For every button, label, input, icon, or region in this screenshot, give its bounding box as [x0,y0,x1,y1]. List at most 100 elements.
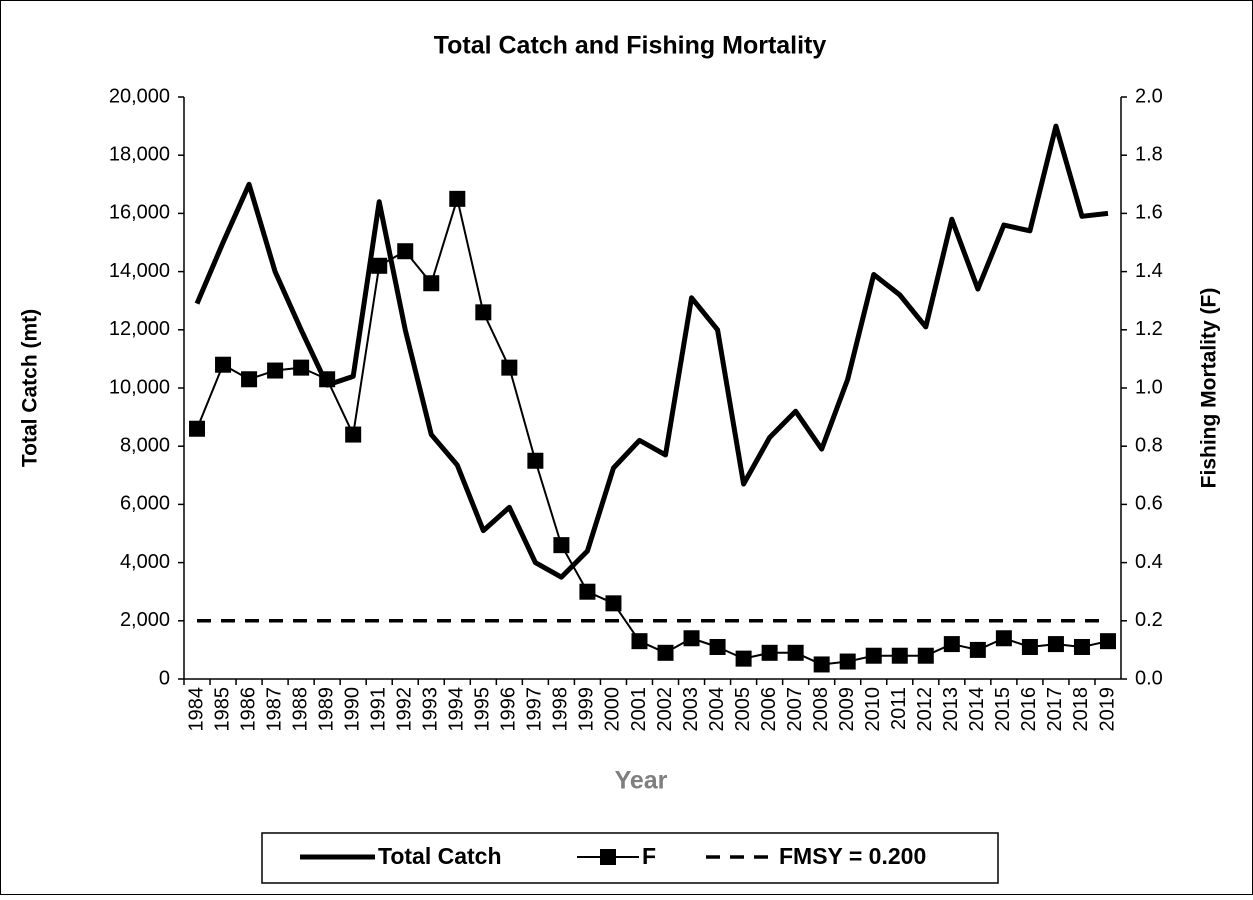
x-tick-label: 2004 [706,687,728,732]
point-marker [267,362,284,379]
x-tick-label: 1986 [237,687,259,732]
y-tick-label: 12,000 [109,318,170,340]
point-marker [215,356,232,373]
point-marker [657,644,674,661]
y2-tick-label: 0.6 [1135,493,1163,515]
x-tick-label: 2014 [966,687,988,732]
point-marker [319,371,336,388]
x-tick-label: 2017 [1044,687,1066,732]
legend-label: Total Catch [378,843,502,869]
point-marker [1073,638,1090,655]
legend-label: F [642,843,656,869]
point-marker [501,359,518,376]
point-marker [449,190,466,207]
y-tick-label: 0 [159,667,170,689]
y2-tick-label: 1.0 [1135,376,1163,398]
point-marker [423,275,440,292]
x-tick-label: 1992 [394,687,416,732]
point-marker [527,452,544,469]
point-marker [891,647,908,664]
point-marker [189,420,206,437]
x-tick-label: 2001 [628,687,650,732]
y2-tick-label: 0.2 [1135,609,1163,631]
y-tick-label: 20,000 [109,85,170,107]
y-tick-label: 4,000 [120,551,170,573]
point-marker [553,537,570,554]
chart-title: Total Catch and Fishing Mortality [434,32,827,60]
y2-tick-label: 1.8 [1135,143,1163,165]
x-tick-label: 2009 [836,687,858,732]
y2-tick-label: 1.6 [1135,202,1163,224]
point-marker [631,633,648,650]
point-marker [709,638,726,655]
x-tick-label: 2011 [888,687,910,730]
y-tick-label: 14,000 [109,260,170,282]
x-tick-label: 2018 [1070,687,1092,732]
point-marker [813,656,830,673]
x-tick-label: 2003 [680,687,702,732]
x-axis-title: Year [615,767,668,795]
x-tick-label: 2000 [602,687,624,732]
x-tick-label: 1990 [341,687,363,732]
x-tick-label: 2005 [732,687,754,732]
y2-tick-label: 0.8 [1135,434,1163,456]
point-marker [241,371,258,388]
point-marker [735,650,752,667]
point-marker [1099,633,1116,650]
x-tick-label: 1988 [289,687,311,732]
y2-tick-label: 1.4 [1135,260,1163,282]
x-tick-label: 2012 [914,687,936,732]
x-tick-label: 1991 [367,687,389,732]
y-tick-label: 10,000 [109,376,170,398]
x-tick-label: 1993 [420,687,442,732]
y-tick-label: 2,000 [120,609,170,631]
legend-label: FMSY = 0.200 [779,843,926,869]
x-tick-label: 1999 [576,687,598,732]
point-marker [683,630,700,647]
y2-tick-label: 0.0 [1135,667,1163,689]
x-tick-label: 2016 [1018,687,1040,732]
x-tick-label: 1985 [211,687,233,732]
legend-marker [600,849,616,865]
y-tick-label: 6,000 [120,493,170,515]
point-marker [787,644,804,661]
y-axis-title: Total Catch (mt) [19,309,42,467]
point-marker [605,595,622,612]
point-marker [761,644,778,661]
x-tick-label: 1998 [550,687,572,732]
x-tick-label: 2007 [784,687,806,732]
point-marker [293,359,310,376]
x-tick-label: 1995 [472,687,494,732]
point-marker [579,583,596,600]
x-tick-label: 1996 [498,687,520,732]
point-marker [839,653,856,670]
point-marker [969,641,986,658]
y2-tick-label: 0.4 [1135,551,1163,573]
x-tick-label: 1984 [185,687,207,732]
x-tick-label: 2002 [654,687,676,732]
x-tick-label: 1994 [446,687,468,732]
y2-tick-label: 2.0 [1135,85,1163,107]
point-marker [1047,636,1064,653]
y2-tick-label: 1.2 [1135,318,1163,340]
point-marker [943,636,960,653]
x-tick-label: 2010 [862,687,884,732]
y2-axis-title: Fishing Mortality (F) [1198,288,1221,489]
y-tick-label: 16,000 [109,202,170,224]
point-marker [397,243,414,260]
point-marker [1021,638,1038,655]
point-marker [865,647,882,664]
point-marker [475,304,492,321]
x-tick-label: 2019 [1096,687,1118,732]
point-marker [371,257,388,274]
x-tick-label: 1987 [263,687,285,732]
series-line [194,123,1109,580]
point-marker [995,630,1012,647]
x-tick-label: 2008 [810,687,832,732]
x-tick-label: 2006 [758,687,780,732]
x-tick-label: 2013 [940,687,962,732]
x-tick-label: 1989 [315,687,337,732]
point-marker [917,647,934,664]
